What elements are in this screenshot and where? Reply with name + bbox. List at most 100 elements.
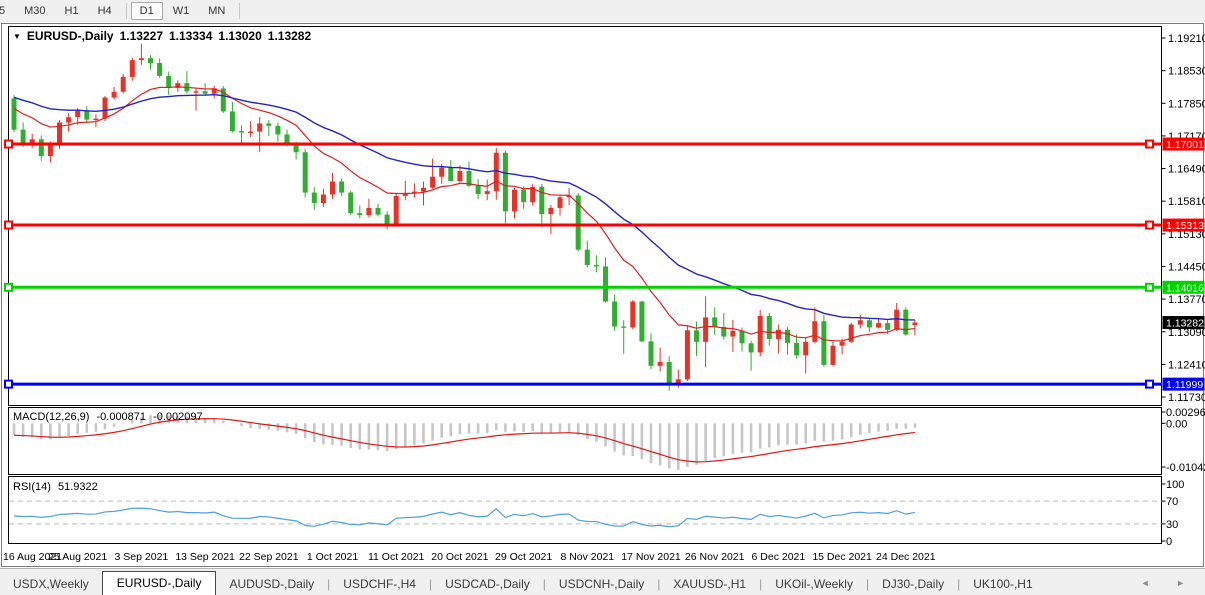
date-axis-label: 26 Nov 2021 xyxy=(685,551,745,563)
price-tick-label: 1.13090 xyxy=(1168,327,1205,339)
date-axis-label: 11 Oct 2021 xyxy=(368,551,425,563)
price-line-badge xyxy=(1162,377,1205,391)
toolbar-separator xyxy=(239,3,241,19)
tabbar-nav: ◄ ► xyxy=(1141,578,1197,588)
price-tick-label: 1.15130 xyxy=(1168,229,1205,241)
ohlc-open: 1.13227 xyxy=(119,29,163,43)
timeframe-button-h4[interactable]: H4 xyxy=(97,5,112,17)
macd-value: -0.000871 xyxy=(96,411,147,423)
date-axis-label: 3 Sep 2021 xyxy=(115,551,169,563)
current-price-badge xyxy=(1162,316,1205,330)
line-handle-right[interactable] xyxy=(1145,379,1154,389)
rsi-axis-label: 100 xyxy=(1166,479,1184,491)
price-line-badge xyxy=(1162,137,1205,151)
macd-label: MACD(12,26,9) -0.000871 -0.002097 xyxy=(13,411,207,423)
rsi-value: 51.9322 xyxy=(57,481,98,493)
timeframe-button-m30[interactable]: M30 xyxy=(24,5,46,17)
timeframe-button-h1[interactable]: H1 xyxy=(64,5,79,17)
date-axis-label: 6 Dec 2021 xyxy=(752,551,806,563)
tab-separator: | xyxy=(957,577,961,591)
line-handle-left[interactable] xyxy=(4,139,13,149)
macd-axis-label: 0.00 xyxy=(1166,418,1187,430)
price-line-badge xyxy=(1162,280,1205,294)
tab-ukoil-weekly[interactable]: UKOil-,Weekly xyxy=(775,577,853,591)
line-handle-left[interactable] xyxy=(4,220,13,230)
macd-axis-label: 0.002966 xyxy=(1166,407,1205,419)
line-handle-right[interactable] xyxy=(1145,220,1154,230)
price-tick-label: 1.14450 xyxy=(1168,261,1205,273)
tab-dj30-daily[interactable]: DJ30-,Daily xyxy=(882,577,945,591)
tab-usdcnh-daily[interactable]: USDCNH-,Daily xyxy=(558,577,645,591)
tab-separator: | xyxy=(657,577,661,591)
rsi-panel[interactable] xyxy=(8,476,1162,544)
date-axis-label: 13 Sep 2021 xyxy=(175,551,235,563)
ohlc-close: 1.13282 xyxy=(267,29,312,43)
line-handle-right[interactable] xyxy=(1145,139,1154,149)
tab-scroll-left-icon[interactable]: ◄ xyxy=(1140,578,1177,588)
date-axis-label: 25 Aug 2021 xyxy=(48,551,107,563)
date-axis-label: 17 Nov 2021 xyxy=(621,551,681,563)
line-handle-left[interactable] xyxy=(4,379,13,389)
chart-window: 1.19210 1.18530 1.17850 1.17170 1.16490 1.158… xyxy=(0,22,1205,568)
price-tick-label: 1.18530 xyxy=(1168,66,1205,78)
rsi-axis-label: 0 xyxy=(1166,536,1172,548)
date-axis-label: 15 Dec 2021 xyxy=(812,551,872,563)
macd-axis-label: -0.01042 xyxy=(1166,462,1205,474)
chart-dropdown-icon[interactable]: ▼ xyxy=(13,31,21,41)
timeframe-button-w1[interactable]: W1 xyxy=(172,5,190,17)
chart-tabbar: USDX,Weekly EURUSD-,Daily AUDUSD-,Daily | US… xyxy=(0,568,1205,595)
timeframe-button-5[interactable]: 5 xyxy=(0,5,6,17)
price-line-badge xyxy=(1162,218,1205,232)
rsi-line xyxy=(13,507,916,528)
date-axis-label: 29 Oct 2021 xyxy=(495,551,552,563)
price-tick-label: 1.16490 xyxy=(1168,164,1205,176)
tab-separator: | xyxy=(542,577,546,591)
tab-separator: | xyxy=(327,577,331,591)
tab-usdcad-daily[interactable]: USDCAD-,Daily xyxy=(445,577,530,591)
chart-symbol-label: EURUSD-,Daily xyxy=(26,29,114,43)
date-axis-label: 22 Sep 2021 xyxy=(239,551,299,563)
window-border xyxy=(1,23,1204,567)
rsi-axis-label: 70 xyxy=(1166,496,1178,508)
line-handle-left[interactable] xyxy=(4,282,13,292)
tab-uk100-h1[interactable]: UK100-,H1 xyxy=(973,577,1033,591)
price-tick-label: 1.15810 xyxy=(1168,196,1205,208)
tab-usdx-weekly[interactable]: USDX,Weekly xyxy=(13,577,89,591)
tab-separator: | xyxy=(428,577,433,591)
current-price-badge-label: 1.13282 xyxy=(1166,318,1204,330)
tab-audusd-daily[interactable]: AUDUSD-,Daily xyxy=(229,577,315,591)
price-tick-label: 1.13770 xyxy=(1168,294,1205,306)
date-axis-label: 1 Oct 2021 xyxy=(307,551,359,563)
line-handle-right[interactable] xyxy=(1145,282,1154,292)
tab-separator: | xyxy=(759,577,763,591)
tab-eurusd-daily[interactable]: EURUSD-,Daily xyxy=(101,571,217,595)
tab-separator: | xyxy=(865,577,870,591)
date-axis-label: 20 Oct 2021 xyxy=(431,551,488,563)
timeframe-button-d1[interactable]: D1 xyxy=(130,2,163,20)
rsi-label: RSI(14) 51.9322 xyxy=(13,481,102,493)
price-line-badge-label: 1.15313 xyxy=(1166,220,1204,232)
date-axis-label: 24 Dec 2021 xyxy=(876,551,936,563)
rsi-axis-label: 30 xyxy=(1166,519,1178,531)
tab-usdchf-h4[interactable]: USDCHF-,H4 xyxy=(343,577,416,591)
price-line-badge-label: 1.11999 xyxy=(1166,379,1203,391)
timeframe-toolbar: 5 M30 H1 H4 D1 W1 MN xyxy=(0,0,1205,22)
timeframe-button-mn[interactable]: MN xyxy=(208,5,226,17)
ohlc-high: 1.13334 xyxy=(169,29,213,43)
ohlc-low: 1.13020 xyxy=(218,29,262,43)
price-line-badge-label: 1.17001 xyxy=(1166,139,1204,151)
date-axis-label: 8 Nov 2021 xyxy=(560,551,614,563)
ma-slow-line xyxy=(13,93,915,321)
price-tick-label: 1.11730 xyxy=(1168,392,1205,404)
rsi-name: RSI(14) xyxy=(13,481,51,493)
toolbar-separator xyxy=(125,3,127,19)
macd-name: MACD(12,26,9) xyxy=(13,411,90,423)
main-chart-panel[interactable] xyxy=(8,26,1162,406)
tab-xauusd-h1[interactable]: XAUUSD-,H1 xyxy=(673,577,747,591)
tab-scroll-right-icon[interactable]: ► xyxy=(1176,578,1197,588)
price-tick-label: 1.19210 xyxy=(1168,33,1205,45)
ma-fast-line xyxy=(13,86,915,342)
price-chart-canvas[interactable]: 1.192101.185301.178501.171701.164901.158… xyxy=(0,22,1205,568)
macd-signal-value: -0.002097 xyxy=(153,411,203,423)
